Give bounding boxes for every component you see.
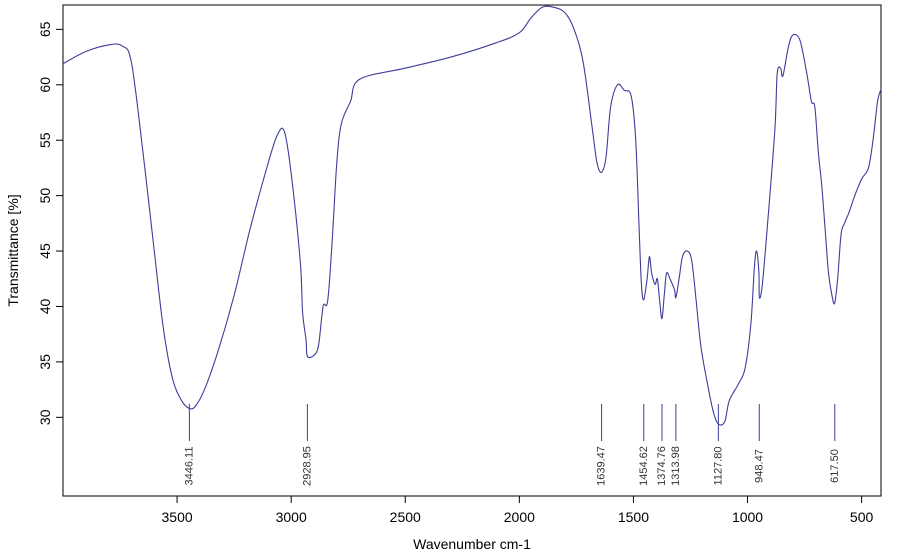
y-tick-label: 60 (37, 77, 53, 93)
peak-label: 1127.80 (712, 447, 724, 486)
peak-label: 1313.98 (670, 446, 682, 486)
peak-label: 948.47 (753, 449, 765, 483)
plot-frame (62, 4, 882, 497)
y-tick-label: 55 (37, 132, 53, 148)
y-axis: 30 35 40 45 50 55 60 65 (37, 21, 63, 425)
y-axis-title: Transmittance [%] (5, 194, 21, 306)
peak-label: 617.50 (829, 449, 841, 483)
x-axis: 3500 3000 2500 2000 1500 1000 500 (162, 496, 874, 525)
x-tick-label: 2500 (390, 509, 421, 525)
x-tick-label: 2000 (504, 509, 535, 525)
x-axis-title: Wavenumber cm-1 (413, 536, 531, 552)
peak-label: 1374.76 (656, 446, 668, 486)
peak-label: 1639.47 (596, 446, 608, 486)
y-tick-label: 50 (37, 188, 53, 204)
x-tick-label: 3000 (276, 509, 307, 525)
x-tick-label: 3500 (162, 509, 193, 525)
spectrum-line (62, 5, 882, 426)
peak-label: 2928.95 (301, 446, 313, 486)
peak-label: 1454.62 (638, 446, 650, 486)
y-tick-label: 40 (37, 298, 53, 314)
y-tick-label: 35 (37, 354, 53, 370)
y-tick-label: 45 (37, 243, 53, 259)
x-tick-label: 1500 (618, 509, 649, 525)
y-tick-label: 30 (37, 409, 53, 425)
x-tick-label: 1000 (732, 509, 763, 525)
y-tick-label: 65 (37, 21, 53, 37)
peak-label: 3446.11 (183, 447, 195, 486)
x-tick-label: 500 (850, 509, 874, 525)
plot-area: 3446.11 2928.95 1639.47 1454.62 1374.76 1313.… (62, 4, 882, 497)
